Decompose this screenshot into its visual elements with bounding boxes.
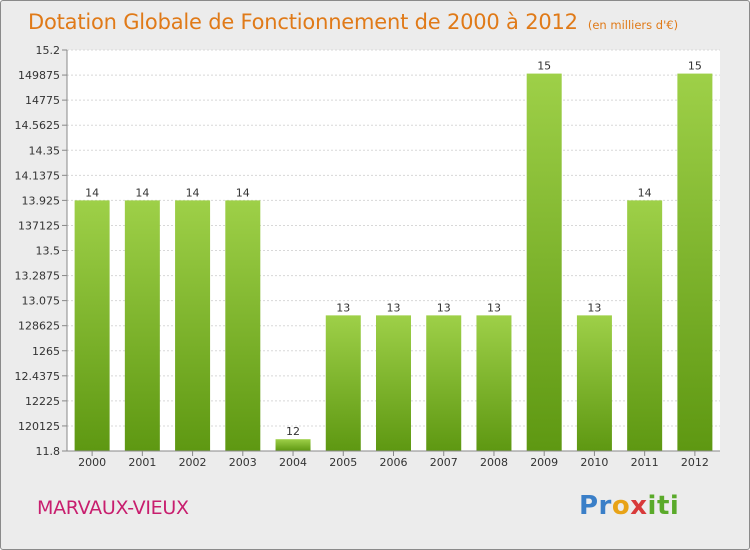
bar (124, 200, 160, 451)
data-label: 13 (437, 301, 451, 314)
data-label: 15 (537, 60, 551, 73)
bar (325, 315, 361, 451)
x-tick-label: 2012 (681, 456, 709, 469)
y-tick-label: 120125 (18, 420, 60, 433)
x-tick-label: 2011 (631, 456, 659, 469)
logo-part-2: o (611, 491, 631, 521)
bar (627, 200, 663, 451)
y-tick-label: 149875 (18, 69, 60, 82)
x-tick-label: 2000 (78, 456, 106, 469)
x-tick-label: 2007 (430, 456, 458, 469)
bar (74, 200, 110, 451)
y-tick-label: 14.5625 (15, 119, 61, 132)
x-tick-label: 2002 (179, 456, 207, 469)
chart-title: Dotation Globale de Fonctionnement de 20… (28, 10, 678, 34)
x-tick-label: 2009 (530, 456, 558, 469)
y-tick-label: 14.1375 (15, 169, 61, 182)
y-tick-label: 13.075 (22, 295, 61, 308)
x-tick-label: 2003 (229, 456, 257, 469)
x-tick-label: 2006 (380, 456, 408, 469)
bars: 14 14 14 14 12 13 13 13 13 15 13 14 15 (74, 60, 713, 452)
y-tick-label: 1265 (32, 345, 60, 358)
x-tick-label: 2004 (279, 456, 307, 469)
data-label: 15 (688, 60, 702, 73)
x-tick-label: 2008 (480, 456, 508, 469)
data-label: 14 (186, 186, 200, 199)
y-axis: 11.8 120125 12225 12.4375 1265 128625 13.075 13… (15, 44, 68, 458)
bar (677, 73, 713, 452)
chart-unit-note: (en milliers d'€) (587, 18, 679, 32)
y-tick-label: 14775 (25, 94, 60, 107)
x-tick-label: 2010 (580, 456, 608, 469)
y-tick-label: 14.35 (29, 144, 61, 157)
data-label: 14 (236, 186, 250, 199)
y-tick-label: 13.925 (22, 194, 61, 207)
data-label: 13 (387, 301, 401, 314)
proxiti-logo: Proxiti (579, 491, 679, 521)
x-tick-label: 2001 (128, 456, 156, 469)
data-label: 12 (286, 425, 300, 438)
x-tick-label: 2005 (329, 456, 357, 469)
y-tick-label: 11.8 (36, 445, 61, 458)
logo-part-3: x (630, 491, 648, 521)
logo-part-1: Pr (579, 491, 612, 521)
x-axis: 2000 2001 2002 2003 2004 2005 2006 2007 2008 2009… (67, 450, 720, 469)
y-tick-label: 15.2 (36, 44, 61, 57)
bar (526, 73, 562, 452)
data-label: 13 (336, 301, 350, 314)
data-label: 14 (85, 186, 99, 199)
bar (376, 315, 411, 451)
data-label: 13 (587, 301, 601, 314)
data-label: 14 (135, 186, 149, 199)
bar (576, 315, 612, 451)
bar (175, 200, 211, 451)
data-label: 14 (638, 186, 652, 199)
y-tick-label: 137125 (18, 219, 60, 232)
chart-title-text: Dotation Globale de Fonctionnement de 20… (28, 10, 578, 34)
bar (426, 315, 462, 451)
logo-part-4: iti (647, 491, 680, 521)
y-tick-label: 12.4375 (15, 370, 61, 383)
y-tick-label: 128625 (18, 320, 60, 333)
data-label: 13 (487, 301, 501, 314)
bar (225, 200, 261, 451)
y-tick-label: 13.5 (36, 245, 61, 258)
bar (275, 439, 311, 451)
y-tick-label: 12225 (25, 395, 60, 408)
y-tick-label: 13.2875 (15, 270, 61, 283)
bar (476, 315, 512, 451)
commune-name: MARVAUX-VIEUX (37, 497, 189, 519)
